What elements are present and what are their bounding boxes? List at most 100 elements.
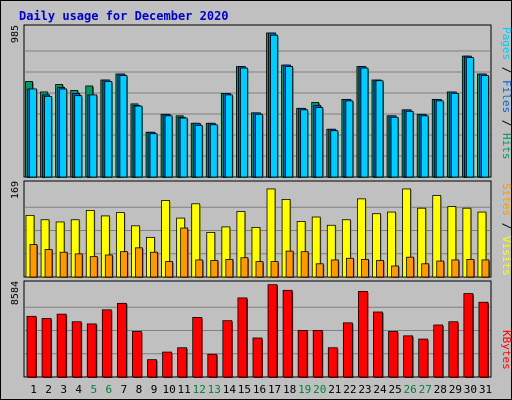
x-tick-label: 25 (388, 383, 401, 396)
right-label-part: Hits (500, 133, 512, 160)
sites-bar (330, 259, 339, 278)
chart-title: Daily usage for December 2020 (19, 9, 229, 23)
pages-bar (450, 93, 459, 178)
right-label-sites-visits: Sites / Visits (500, 183, 512, 276)
x-tick-label: 28 (434, 383, 447, 396)
kbytes-bar (433, 324, 444, 378)
sites-bar (225, 258, 234, 278)
kbytes-bar (358, 291, 368, 378)
x-tick-label: 3 (60, 383, 67, 396)
pages-bar (240, 67, 248, 178)
sites-bar (180, 227, 189, 278)
sites-bar (89, 256, 98, 278)
pages-bar (465, 57, 474, 178)
right-label-kbytes: KBytes (500, 330, 512, 370)
pages-bar (104, 81, 113, 178)
right-label-part: / (500, 216, 512, 236)
pages-bar (345, 100, 354, 178)
pages-bar (315, 107, 324, 178)
sites-bar (119, 251, 128, 278)
kbytes-bar (86, 323, 97, 378)
x-tick-label: 22 (343, 383, 356, 396)
sites-bar (406, 256, 415, 278)
pages-bar (179, 117, 188, 178)
x-tick-label: 5 (90, 383, 97, 396)
pages-bar (29, 88, 37, 178)
kbytes-bar (56, 313, 67, 378)
sites-bar (361, 258, 369, 278)
sites-bar (59, 251, 68, 278)
x-tick-label: 13 (208, 383, 221, 396)
kbytes-bar (192, 317, 203, 378)
kbytes-bar (252, 337, 263, 378)
kbytes-bar (267, 284, 278, 378)
right-label-part: / (500, 113, 512, 133)
right-label-hits-files-pages: Pages / Files / Hits (500, 27, 512, 160)
kbytes-bar (222, 320, 233, 378)
pages-bar (375, 80, 384, 178)
sites-bar (150, 251, 158, 278)
right-label-part: Visits (500, 236, 512, 276)
sites-bar (481, 259, 490, 278)
right-label-part: Pages (500, 27, 512, 60)
kbytes-bar (177, 347, 188, 378)
pages-bar (300, 109, 309, 178)
kbytes-bar (207, 353, 218, 378)
pages-bar (224, 94, 233, 178)
kbytes-bar (101, 309, 112, 378)
kbytes-bar (312, 330, 323, 378)
x-tick-label: 26 (404, 383, 417, 396)
x-tick-label: 12 (193, 383, 206, 396)
pages-bar (59, 88, 68, 178)
x-tick-label: 17 (268, 383, 281, 396)
sites-bar (165, 261, 173, 278)
x-tick-label: 2 (45, 383, 52, 396)
kbytes-bar (342, 322, 353, 378)
kbytes-bar (418, 338, 429, 378)
kbytes-bar (297, 330, 308, 378)
pages-bar (149, 133, 158, 178)
x-axis-labels: 1 2 3 4 5 6 7 8 9 10 11 12 13 14 15 16 17 18 19 20 21 22 23 24 2… (30, 383, 492, 396)
right-label-part: Files (500, 80, 512, 113)
y-max-label-hits: 985 (10, 25, 21, 43)
sites-bar (104, 254, 113, 278)
kbytes-bar (327, 347, 338, 378)
kbytes-bar (116, 302, 127, 378)
pages-bar (74, 95, 83, 178)
pages-bar (330, 130, 339, 178)
y-max-label-kbytes: 8584 (10, 281, 21, 305)
pages-bar (255, 113, 263, 178)
pages-bar (420, 115, 429, 178)
x-tick-label: 14 (223, 383, 237, 396)
x-tick-label: 6 (106, 383, 113, 396)
pages-bar (405, 110, 414, 178)
chart-bars (25, 32, 490, 378)
kbytes-bar (71, 321, 82, 378)
sites-bar (240, 257, 249, 278)
x-tick-label: 18 (283, 383, 296, 396)
sites-bar (451, 259, 460, 278)
kbytes-bar (132, 331, 142, 378)
pages-bar (390, 116, 399, 178)
x-tick-label: 9 (151, 383, 158, 396)
pages-bar (481, 75, 489, 178)
x-tick-label: 23 (358, 383, 371, 396)
sites-bar (210, 260, 219, 278)
kbytes-bar (41, 318, 52, 378)
x-tick-label: 21 (328, 383, 341, 396)
pages-bar (44, 96, 52, 178)
x-tick-label: 1 (30, 383, 37, 396)
pages-bar (194, 125, 203, 178)
x-tick-label: 11 (178, 383, 191, 396)
pages-bar (164, 115, 173, 178)
sites-bar (391, 265, 399, 278)
sites-bar (345, 257, 354, 278)
kbytes-bar (373, 311, 383, 378)
pages-bar (89, 94, 98, 178)
right-label-part: Sites (500, 183, 512, 216)
pages-bar (285, 66, 293, 178)
sites-bar (436, 260, 445, 278)
kbytes-bar (237, 297, 248, 378)
